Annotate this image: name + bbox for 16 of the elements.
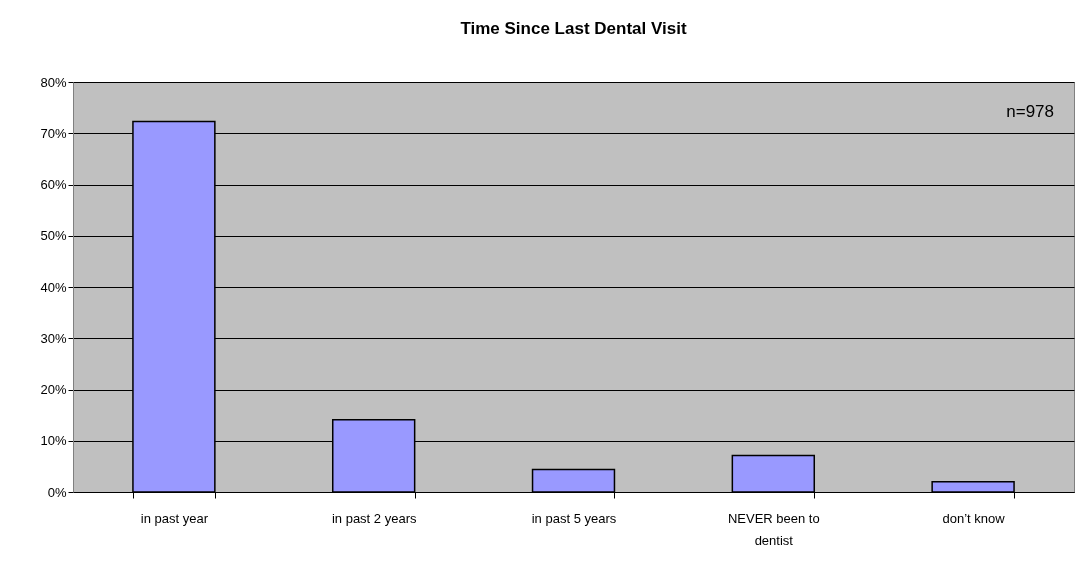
x-tick-label: in past year [140,510,209,526]
y-tick-label: 10% [40,433,67,449]
annotation: n=978 [1006,102,1054,121]
x-tick-label: in past 2 years [331,510,417,526]
y-tick-label: 20% [40,382,67,397]
x-tick-label: NEVER been to dentist [727,510,820,548]
y-tick-label: 0% [47,484,67,500]
x-tick-label: don’t know [942,510,1006,526]
y-tick-label: 30% [40,330,67,346]
y-tick-label: 50% [40,228,67,244]
y-tick-label: 60% [40,177,67,192]
chart-title: Time Since Last Dental Visit [460,19,687,38]
y-tick-label: 70% [40,125,67,141]
y-tick-label: 80% [40,74,67,90]
y-tick-label: 40% [40,279,67,295]
x-tick-label: in past 5 years [531,510,617,526]
